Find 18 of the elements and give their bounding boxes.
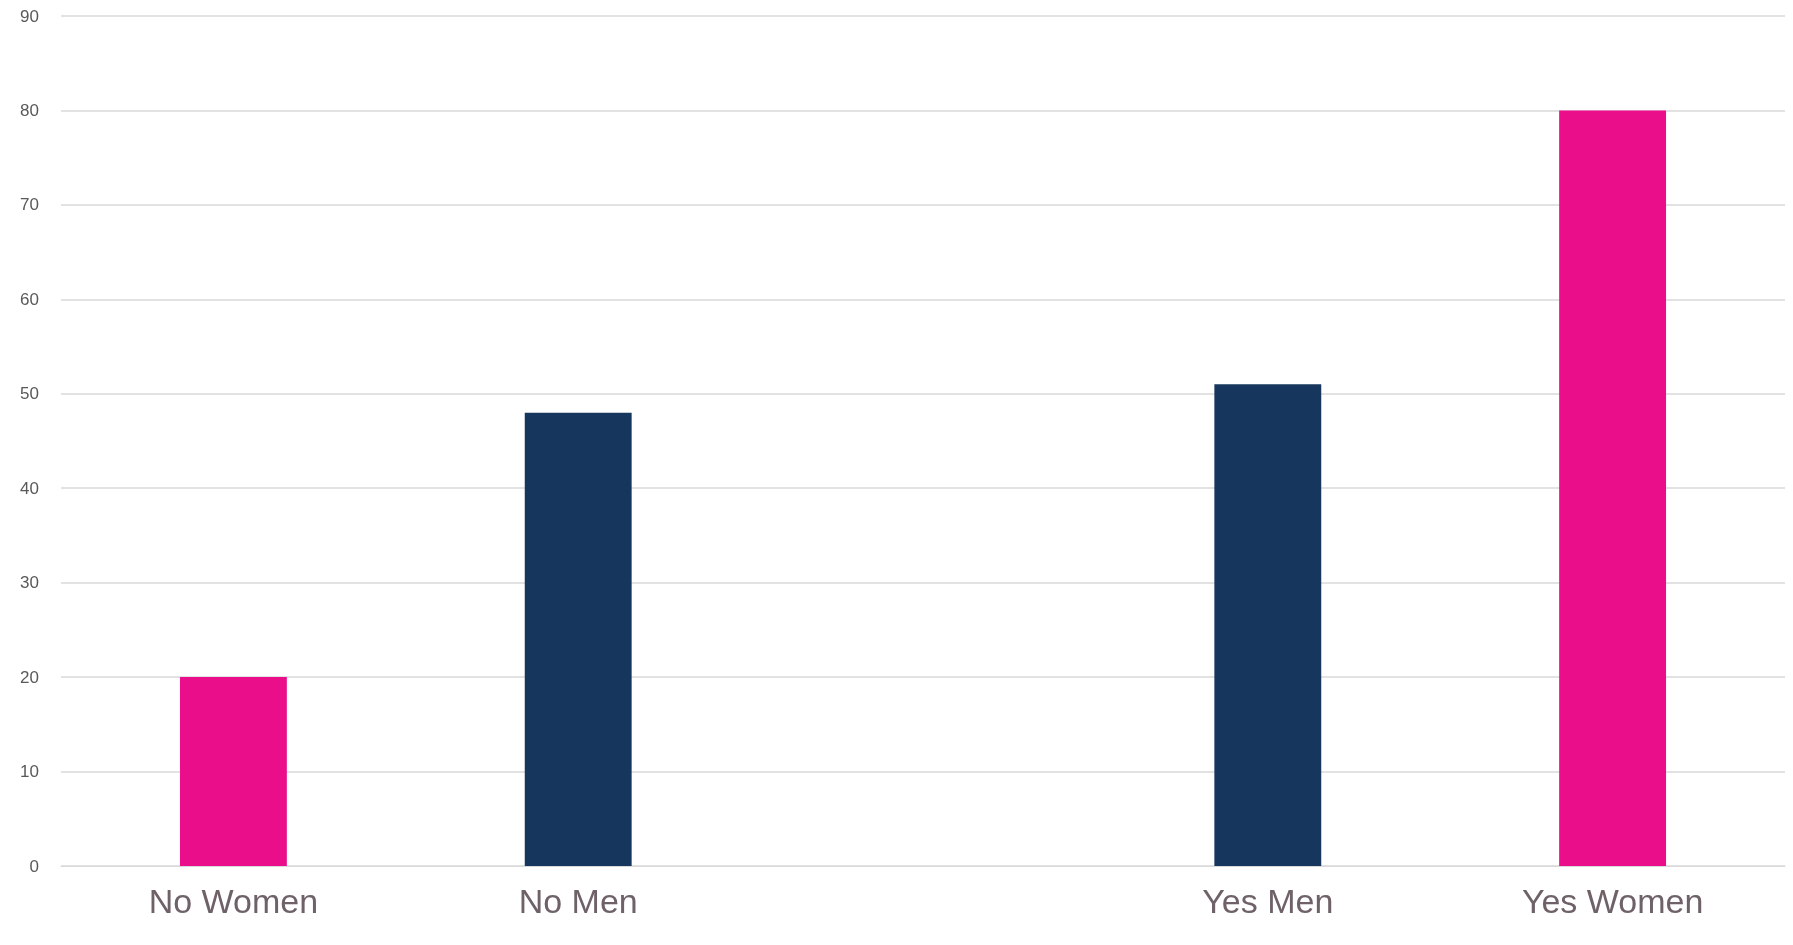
y-tick-label: 30	[20, 573, 39, 593]
x-tick-label: Yes Women	[1521, 882, 1704, 920]
y-tick-label: 40	[20, 478, 39, 498]
bar	[1559, 110, 1667, 866]
y-tick-label: 80	[20, 100, 39, 120]
x-tick-label: Yes Men	[1202, 882, 1334, 920]
y-tick-label: 60	[20, 289, 39, 309]
y-tick-label: 20	[20, 667, 39, 687]
y-tick-label: 10	[20, 762, 39, 782]
y-tick-label: 0	[29, 856, 39, 876]
bar	[1214, 384, 1322, 866]
x-tick-label: No Men	[518, 882, 638, 920]
x-tick-label: No Women	[148, 882, 319, 920]
bar	[524, 412, 632, 866]
y-tick-label: 70	[20, 195, 39, 215]
bar	[179, 677, 287, 866]
y-tick-label: 50	[20, 384, 39, 404]
y-tick-label: 90	[20, 6, 39, 26]
